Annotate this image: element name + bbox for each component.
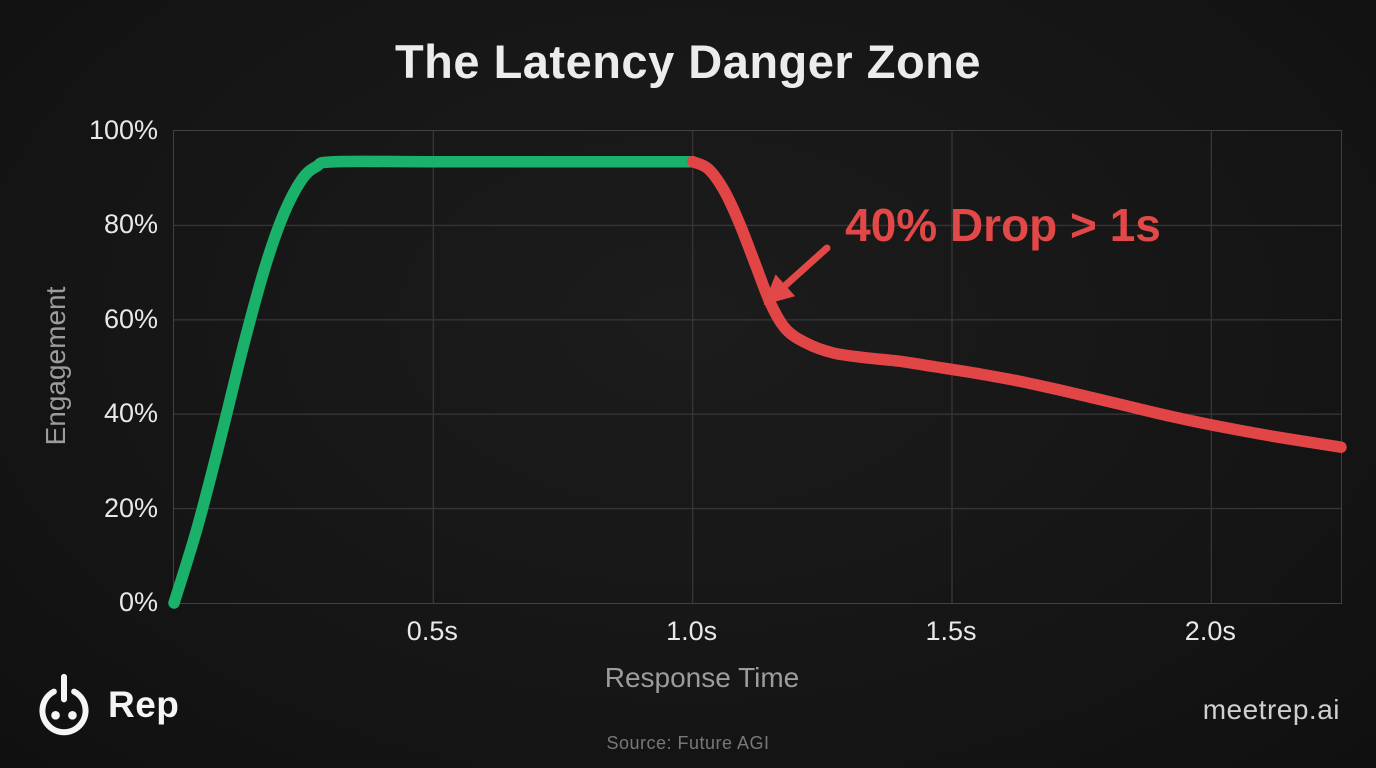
annotation-label: 40% Drop > 1s	[845, 199, 1161, 251]
x-tick-label: 1.5s	[925, 616, 977, 646]
y-tick-label: 20%	[103, 492, 158, 523]
brand-logo: Rep	[34, 672, 179, 738]
x-axis-title: Response Time	[604, 662, 800, 693]
y-tick-label: 40%	[103, 398, 158, 429]
series-line-engagement-slow-response-danger	[686, 155, 1347, 453]
x-tick-label: 0.5s	[406, 616, 458, 646]
series-line-engagement-fast-response	[168, 155, 699, 609]
brand-name: Rep	[108, 684, 180, 725]
chart-title: The Latency Danger Zone	[394, 35, 982, 88]
y-tick-label: 60%	[103, 303, 158, 334]
y-tick-label: 80%	[103, 209, 158, 240]
annotation-arrow-icon	[763, 244, 831, 305]
x-tick-label: 1.0s	[666, 616, 718, 646]
y-tick-label: 0%	[118, 587, 158, 617]
source-credit: Source: Future AGI	[606, 733, 770, 753]
line-chart	[168, 131, 1347, 609]
y-tick-label: 100%	[88, 115, 158, 145]
plot-area	[168, 130, 1347, 609]
x-tick-label: 2.0s	[1184, 616, 1236, 646]
power-face-logo-icon	[39, 673, 89, 736]
website-url: meetrep.ai	[1202, 694, 1340, 725]
y-axis-title: Engagement	[40, 286, 71, 446]
